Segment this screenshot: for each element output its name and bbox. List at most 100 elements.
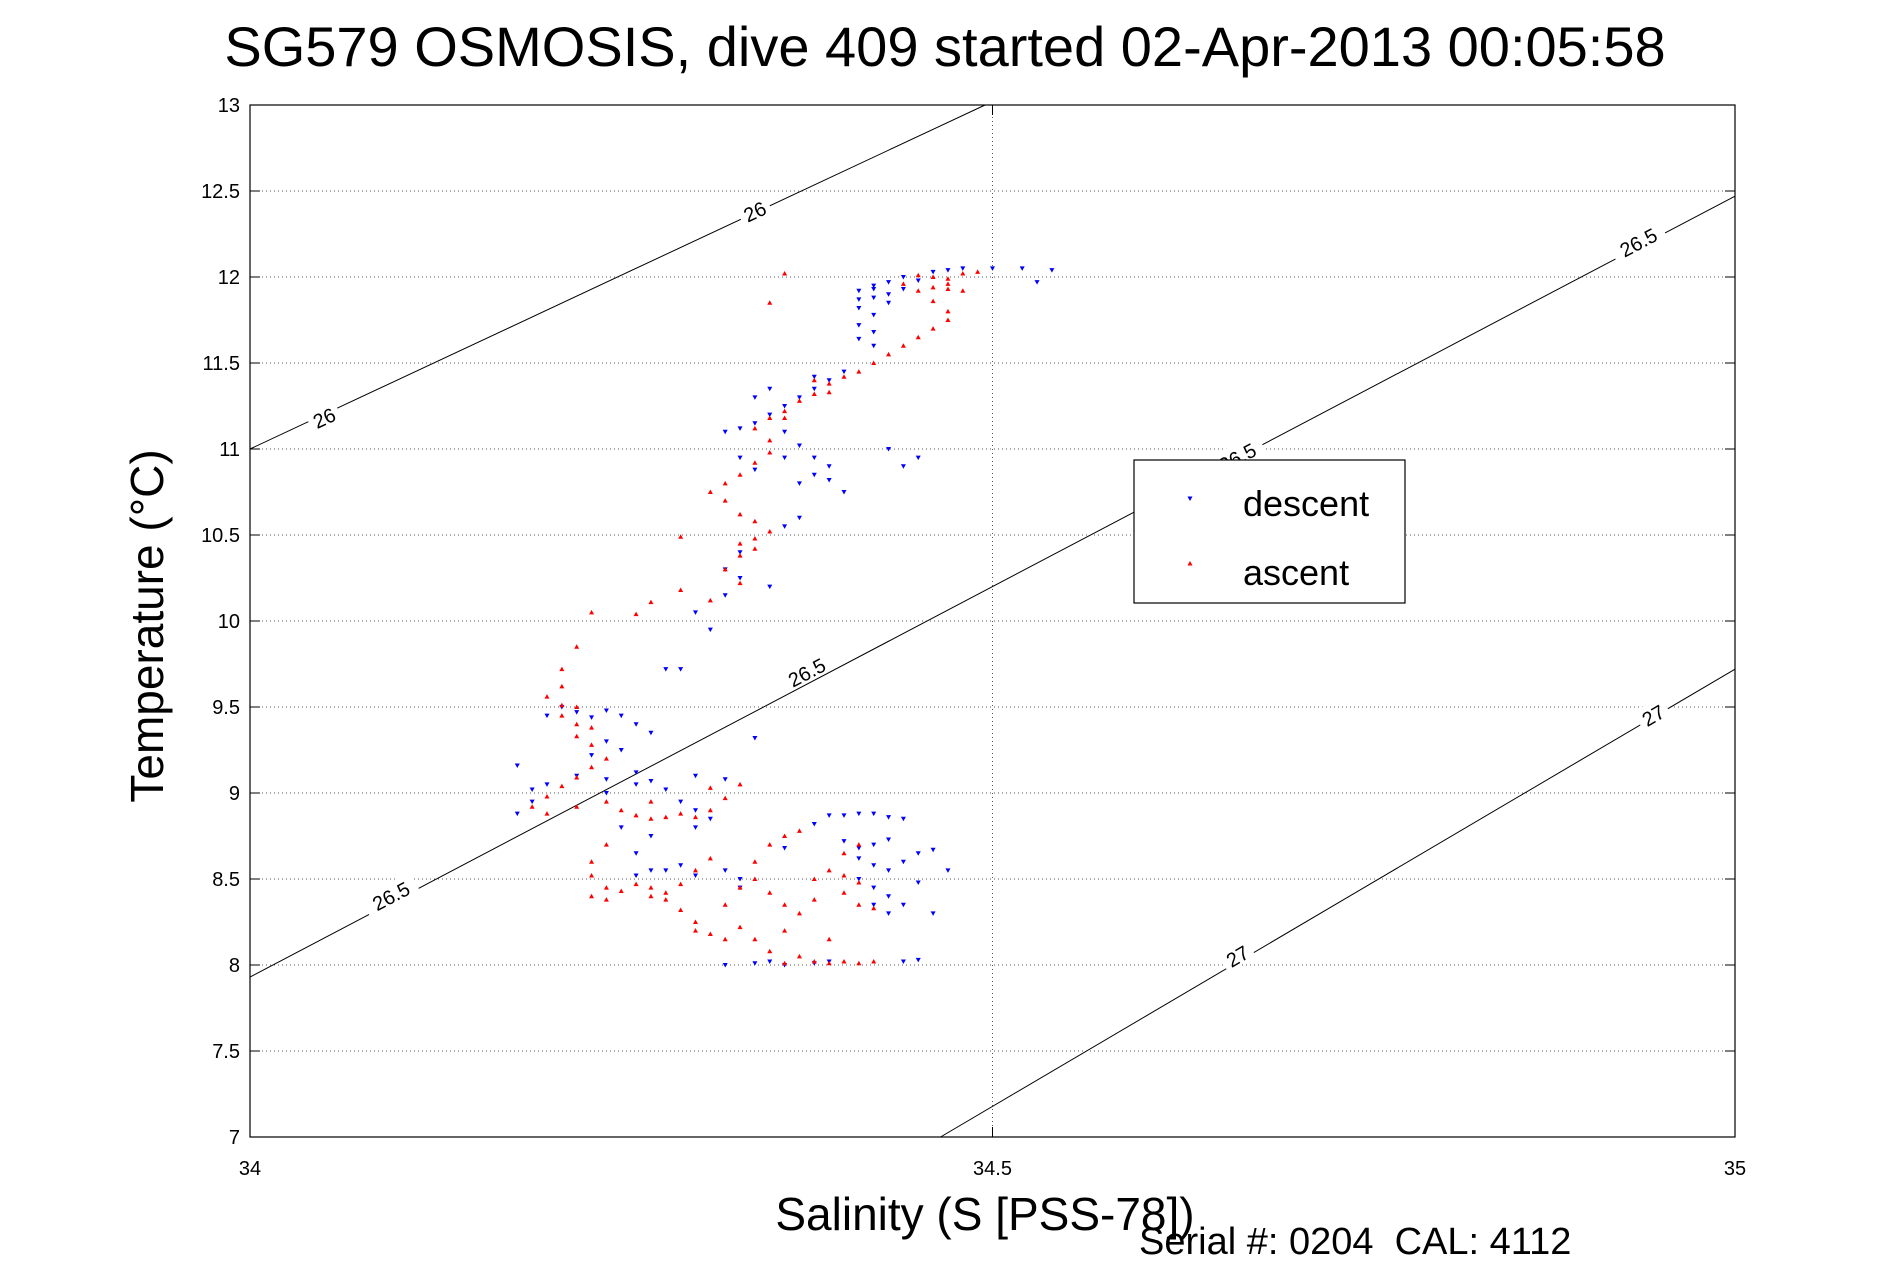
ascent-point [722, 795, 728, 801]
ascent-point [915, 334, 921, 340]
descent-point [871, 283, 877, 289]
descent-point [811, 472, 817, 478]
ascent-point [633, 812, 639, 818]
y-tick-label: 10 [218, 611, 240, 633]
ascent-point [767, 948, 773, 954]
descent-point [737, 455, 743, 461]
descent-point [752, 735, 758, 741]
ascent-point [693, 928, 698, 933]
descent-point [737, 426, 743, 431]
descent-point [589, 715, 595, 720]
descent-point [678, 799, 684, 805]
ascent-point [945, 281, 951, 286]
descent-point [990, 266, 995, 271]
serial-cal-footer: Serial #: 0204 CAL: 4112 [1139, 1221, 1571, 1262]
ascent-point [841, 850, 847, 856]
ascent-point [633, 881, 639, 887]
ascent-point [707, 855, 713, 861]
ascent-point [663, 890, 669, 895]
ascent-point [930, 326, 936, 331]
ascent-point [618, 888, 624, 894]
ascent-point [707, 807, 713, 813]
descent-point [856, 297, 862, 302]
descent-point [648, 868, 654, 873]
ascent-point [559, 702, 565, 708]
y-tick-label: 9.5 [212, 697, 240, 719]
isopycnal-26-line [249, 104, 986, 450]
y-tick-label: 8 [229, 955, 240, 977]
ascent-point [737, 885, 743, 890]
ascent-point [841, 873, 847, 878]
ascent-point [886, 351, 892, 357]
ascent-point [722, 480, 728, 486]
ascent-point [663, 897, 669, 902]
ascent-point [856, 879, 862, 885]
ascent-point [871, 959, 877, 964]
legend-ascent-marker [1187, 561, 1193, 566]
legend-descent-label: descent [1243, 483, 1369, 524]
descent-point [826, 477, 832, 483]
ascent-point [930, 298, 936, 304]
descent-point [915, 957, 921, 963]
ascent-point [737, 781, 743, 787]
ascent-point [811, 959, 817, 964]
ascent-point [826, 389, 832, 395]
ascent-point [574, 721, 580, 727]
ascent-point [856, 902, 862, 907]
descent-point [693, 610, 698, 615]
ascent-point [767, 300, 773, 305]
descent-point [737, 576, 743, 581]
ascent-point [574, 644, 580, 649]
ascent-point [544, 694, 550, 699]
ascent-point [589, 609, 595, 615]
descent-point [693, 873, 698, 879]
ascent-point [678, 907, 684, 912]
ascent-point [693, 814, 698, 820]
descent-point [871, 312, 877, 318]
isopycnal-label-background [1632, 696, 1672, 732]
ascent-point [945, 308, 951, 314]
ascent-point [648, 599, 654, 605]
x-tick-label: 34 [239, 1158, 261, 1180]
ascent-point [589, 764, 595, 770]
ascent-point [663, 814, 669, 820]
descent-point [648, 834, 654, 839]
x-tick-label: 34.5 [973, 1158, 1012, 1180]
ascent-point [678, 534, 684, 539]
descent-point [841, 490, 847, 495]
descent-point [796, 515, 802, 521]
descent-point [796, 481, 802, 486]
descent-point [826, 378, 832, 383]
descent-point [529, 799, 535, 805]
descent-point [603, 777, 609, 782]
descent-point [722, 963, 728, 968]
descent-point [886, 837, 892, 842]
ascent-point [752, 460, 758, 465]
ascent-point [811, 391, 817, 396]
descent-point [618, 713, 624, 719]
descent-point [900, 816, 906, 822]
descent-point [841, 369, 847, 375]
ascent-point [559, 683, 565, 689]
ascent-point [752, 859, 758, 864]
descent-point [856, 323, 862, 328]
ascent-point [782, 960, 788, 966]
descent-point [737, 550, 743, 555]
descent-point [633, 782, 639, 787]
ascent-point [574, 775, 580, 780]
ascent-point [856, 960, 862, 966]
ascent-point [856, 369, 862, 374]
descent-point [752, 421, 758, 426]
y-tick-label: 11 [219, 439, 240, 461]
descent-point [915, 851, 921, 856]
descent-point [826, 813, 832, 818]
ascent-point [603, 799, 609, 804]
isopycnal-label-background [360, 871, 421, 918]
descent-point [782, 404, 788, 409]
ascent-point [767, 415, 773, 421]
descent-point [693, 825, 698, 830]
descent-point [871, 330, 877, 335]
descent-point [856, 336, 862, 342]
descent-point [796, 395, 802, 400]
x-axis-label: Salinity (S [PSS-78]) [775, 1188, 1194, 1240]
